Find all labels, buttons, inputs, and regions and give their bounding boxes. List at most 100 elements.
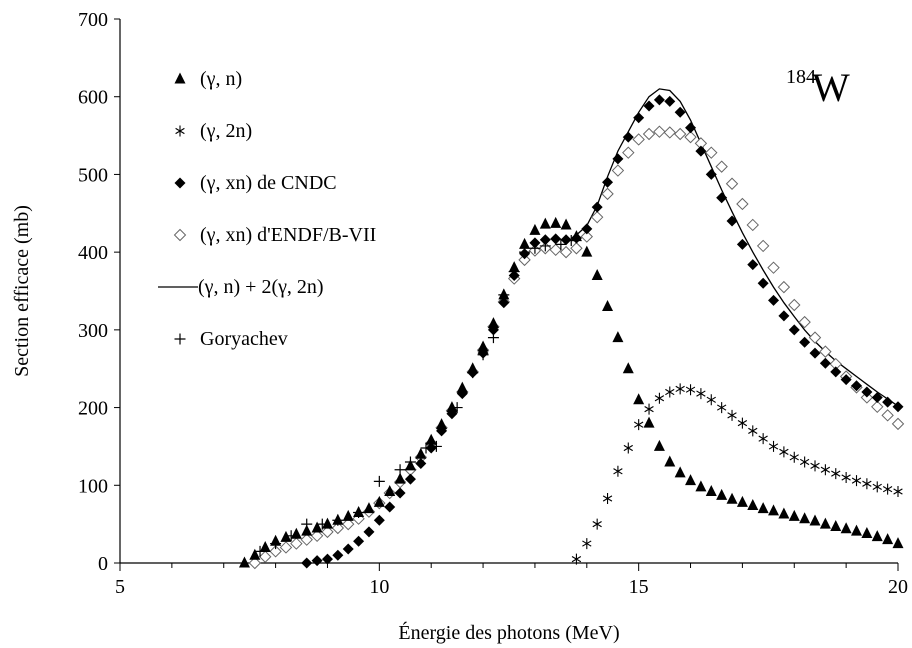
data-point <box>539 217 551 229</box>
y-tick-label: 300 <box>78 320 108 342</box>
data-point <box>487 317 499 329</box>
data-point <box>602 300 614 312</box>
data-point <box>373 475 385 487</box>
data-point <box>862 478 872 490</box>
data-point <box>861 526 873 538</box>
data-point <box>456 388 468 400</box>
data-point <box>736 495 748 507</box>
series-1 <box>571 383 903 565</box>
data-point <box>601 187 614 201</box>
data-point <box>342 509 354 521</box>
legend-label: (γ, 2n) <box>200 120 252 142</box>
data-point <box>477 349 489 361</box>
data-point <box>664 95 676 107</box>
element-annotation: 184 W <box>786 65 850 110</box>
data-point <box>664 455 676 467</box>
data-point <box>279 541 293 554</box>
x-tick-label: 20 <box>888 576 908 598</box>
data-point <box>436 425 448 437</box>
legend-label: (γ, n) + 2(γ, 2n) <box>198 276 324 298</box>
y-tick-label: 200 <box>78 398 108 420</box>
data-point <box>872 481 882 493</box>
legend-label: Goryachev <box>200 328 288 350</box>
data-point <box>518 253 531 267</box>
data-point <box>622 146 635 159</box>
data-point <box>758 433 768 445</box>
data-point <box>725 177 739 190</box>
data-point <box>612 331 624 343</box>
data-point <box>882 483 893 495</box>
legend-swatch <box>174 177 186 189</box>
y-tick-label: 500 <box>78 164 108 186</box>
data-point <box>301 557 313 569</box>
data-point <box>653 439 665 451</box>
data-point <box>809 347 821 359</box>
data-point <box>778 310 790 322</box>
data-point <box>373 495 385 507</box>
data-point <box>747 498 759 510</box>
data-point <box>321 553 333 565</box>
data-point <box>705 168 717 180</box>
data-point <box>892 401 904 413</box>
data-point <box>736 197 749 211</box>
data-point <box>539 234 551 246</box>
data-point <box>809 514 821 526</box>
legend-swatch <box>175 125 185 137</box>
data-point <box>830 366 842 378</box>
data-point <box>254 545 266 557</box>
data-point <box>685 122 697 134</box>
legend-item: (γ, n) + 2(γ, 2n) <box>158 276 324 298</box>
data-point <box>342 543 354 555</box>
data-point <box>549 243 562 257</box>
data-point <box>622 131 634 143</box>
data-point <box>675 383 685 395</box>
data-point <box>529 242 541 254</box>
data-point <box>290 537 303 550</box>
data-point <box>705 485 717 497</box>
data-point <box>591 201 603 213</box>
data-point <box>498 297 510 309</box>
data-point <box>747 259 759 271</box>
data-point <box>840 374 852 386</box>
data-point <box>582 538 592 550</box>
data-point <box>789 451 799 463</box>
data-point <box>768 294 780 306</box>
data-point <box>819 357 831 369</box>
data-point <box>788 298 801 312</box>
data-point <box>592 518 602 530</box>
data-point <box>508 266 520 278</box>
data-point <box>238 556 250 568</box>
data-point <box>436 418 448 430</box>
legend: (γ, n) (γ, 2n) (γ, xn) de CNDC (γ, xn) d'EN… <box>158 68 376 350</box>
data-point <box>580 230 594 243</box>
data-point <box>695 145 707 157</box>
data-point <box>767 261 780 274</box>
data-point <box>456 381 468 393</box>
data-point <box>633 419 644 431</box>
data-point <box>748 425 758 437</box>
data-point <box>373 514 385 526</box>
data-point <box>819 517 831 529</box>
data-point <box>446 408 458 420</box>
data-point <box>674 106 686 118</box>
data-point <box>332 514 344 526</box>
data-point <box>394 472 406 484</box>
data-point <box>798 315 811 329</box>
element-symbol: W <box>812 65 850 110</box>
x-axis-label: Énergie des photons (MeV) <box>398 621 619 644</box>
data-point <box>665 386 675 398</box>
series-line <box>575 88 899 407</box>
data-point <box>840 522 852 534</box>
y-tick-label: 400 <box>78 242 108 264</box>
data-point <box>871 530 883 542</box>
data-point <box>259 540 271 552</box>
data-point <box>892 537 904 549</box>
data-point <box>830 519 842 531</box>
data-point <box>716 488 728 500</box>
data-point <box>819 345 832 358</box>
data-point <box>446 401 458 413</box>
data-point <box>311 521 323 533</box>
data-point <box>799 336 811 348</box>
data-point <box>467 367 479 379</box>
